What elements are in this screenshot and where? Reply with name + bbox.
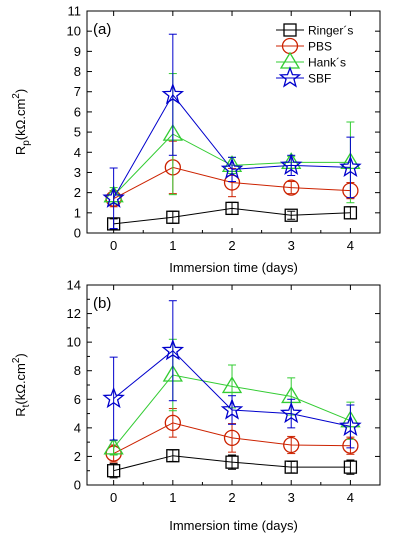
x-tick-label: 3 <box>288 238 295 253</box>
y-tick-label: 11 <box>68 4 82 19</box>
series-star <box>102 33 362 230</box>
y-axis-title-part: ) <box>13 89 28 93</box>
data-point-triangle <box>103 437 124 455</box>
x-tick-label: 1 <box>169 490 176 505</box>
y-tick-label: 9 <box>74 44 81 59</box>
data-point-star <box>161 82 185 105</box>
chart-panel-a: 0 1 2 3 4 0 1 2 3 4 5 6 7 8 9 10 11 (a) Immersion time (da… <box>11 4 381 275</box>
data-point-circle <box>283 179 300 196</box>
legend-label: SBF <box>308 72 331 86</box>
y-axis-title-part: R <box>13 407 28 416</box>
series-line <box>113 350 351 427</box>
y-tick-label: 6 <box>74 104 81 119</box>
y-axis-title-part: (kΩ.cm <box>13 363 28 405</box>
y-tick-label: 10 <box>67 24 81 39</box>
data-point-square <box>284 208 298 222</box>
y-tick-label: 0 <box>74 226 81 241</box>
y-tick-label: 5 <box>74 125 81 140</box>
y-axis-title-part: 2 <box>11 93 22 99</box>
y-tick-label: 6 <box>74 392 81 407</box>
series-line <box>113 93 351 199</box>
x-axis-title: Immersion time (days) <box>169 260 298 275</box>
series-line <box>113 422 351 455</box>
y-tick-label: 14 <box>67 278 81 293</box>
series-line <box>113 374 351 449</box>
data-point-square <box>284 460 298 474</box>
y-tick-label: 4 <box>74 420 81 435</box>
series-square <box>106 201 358 231</box>
legend: Ringer´s PBS Hank´s SBF <box>276 23 353 88</box>
x-tick-label: 3 <box>288 490 295 505</box>
x-axis-title: Immersion time (days) <box>169 518 298 533</box>
y-tick-label: 0 <box>74 478 81 493</box>
y-axis-title: Rp(kΩ.cm2) <box>11 89 32 155</box>
panel-label: (a) <box>93 21 111 38</box>
y-axis-title-part: t <box>21 404 32 407</box>
series-line <box>113 166 351 200</box>
x-tick-label: 2 <box>228 490 235 505</box>
y-tick-label: 12 <box>67 306 81 321</box>
y-axis-title-part: (kΩ.cm <box>13 99 28 141</box>
legend-label: Ringer´s <box>308 24 353 38</box>
series-line <box>113 207 351 225</box>
data-point-square <box>343 206 358 220</box>
y-axis-title-part: R <box>13 146 28 155</box>
legend-label: Hank´s <box>308 56 346 70</box>
data-point-star <box>339 414 362 437</box>
x-tick-label: 4 <box>347 490 354 505</box>
data-point-square <box>106 464 121 478</box>
x-tick-label: 0 <box>110 490 117 505</box>
y-axis-title-part: ) <box>13 353 28 357</box>
x-tick-label: 2 <box>228 238 235 253</box>
data-point-star <box>102 386 125 409</box>
data-point-star <box>220 157 244 180</box>
data-point-star <box>279 401 303 424</box>
data-point-circle <box>223 429 241 447</box>
legend-marker-square <box>283 23 297 37</box>
data-point-circle <box>283 436 300 454</box>
legend-marker-star <box>278 66 302 88</box>
y-axis-title-part: p <box>21 140 32 146</box>
y-tick-label: 2 <box>74 185 81 200</box>
y-axis-title: Rt(kΩ.cm2) <box>11 353 32 417</box>
data-point-triangle <box>221 376 243 394</box>
y-tick-label: 3 <box>74 165 81 180</box>
x-tick-label: 0 <box>110 238 117 253</box>
legend-label: PBS <box>308 40 332 54</box>
data-point-square <box>343 460 358 474</box>
y-tick-label: 8 <box>74 363 81 378</box>
legend-marker-triangle <box>279 51 301 69</box>
x-tick-label: 4 <box>347 238 354 253</box>
data-point-star <box>279 153 303 175</box>
y-tick-label: 8 <box>74 64 81 79</box>
data-point-star <box>161 338 185 361</box>
x-tick-label: 1 <box>169 238 176 253</box>
series-star <box>102 300 362 449</box>
data-point-star <box>339 155 362 178</box>
data-point-square <box>225 201 239 216</box>
data-point-square <box>166 449 180 463</box>
y-axis-title-part: 2 <box>11 357 22 363</box>
plot-frame <box>86 10 381 234</box>
y-tick-label: 7 <box>74 84 81 99</box>
y-tick-label: 4 <box>74 145 81 160</box>
y-tick-label: 2 <box>74 449 81 464</box>
data-point-circle <box>164 414 181 432</box>
data-point-star <box>220 398 244 420</box>
y-tick-label: 10 <box>67 335 81 350</box>
series-square <box>106 449 358 479</box>
data-point-star <box>102 186 125 208</box>
data-point-square <box>166 210 180 224</box>
series-line <box>113 455 351 472</box>
panel-label: (b) <box>93 295 111 312</box>
y-tick-label: 1 <box>74 205 81 220</box>
data-point-square <box>225 455 239 469</box>
